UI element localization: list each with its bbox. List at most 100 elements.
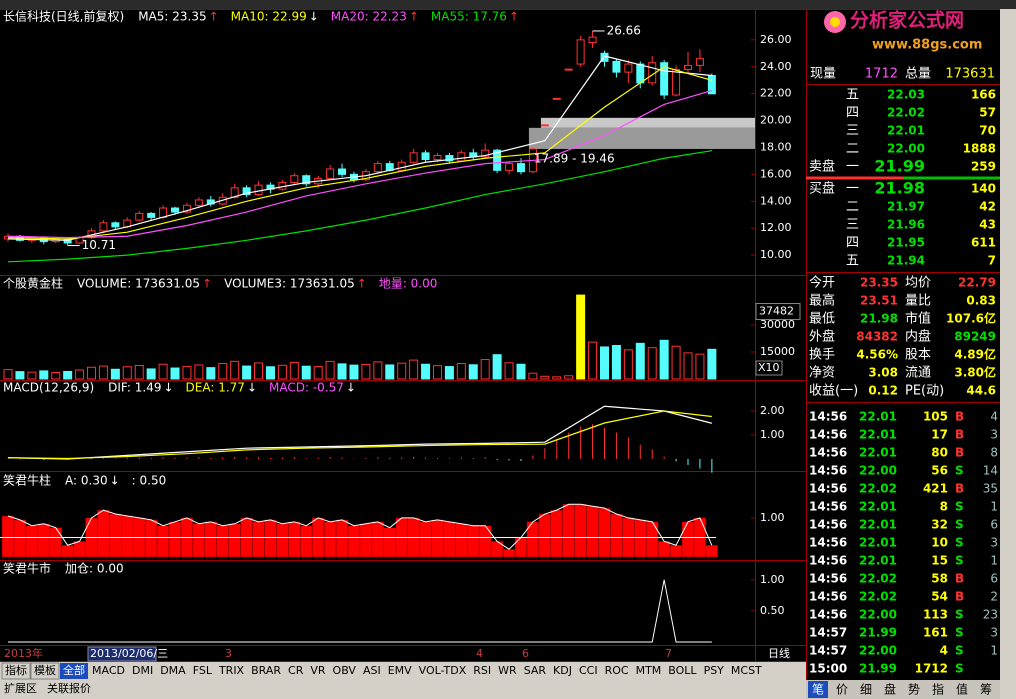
niuzhu-bar [204,521,217,558]
trade-count: 6 [990,572,998,586]
indicator-tab[interactable]: DMI [132,664,153,677]
stat-label: 内盘 [905,329,931,345]
candle-body [182,204,191,213]
niuzhu-bar [276,523,289,558]
y-tick-label: 16.00 [760,167,792,180]
stat-value: 44.6 [966,384,996,398]
indicator-tab[interactable]: VOL-TDX [419,664,467,677]
candle-body [624,63,633,73]
indicator-tab[interactable]: WR [498,664,517,677]
cursor-box [755,303,801,321]
trade-price: 22.02 [859,590,897,604]
trade-count: 23 [983,608,998,622]
right-tab[interactable]: 盘 [884,682,896,697]
trade-volume: 80 [931,446,948,460]
niuzhu-bar [73,541,86,558]
candle-body [672,68,681,96]
indicator-tab[interactable]: MCST [731,664,762,677]
indicator-tab-bg [307,663,329,679]
right-tab[interactable]: 价 [836,683,848,697]
volume-bar [3,369,13,380]
right-tab[interactable]: 值 [956,682,968,697]
indicator-tab[interactable]: MACD [92,664,125,677]
book-level: 二 [846,142,859,157]
right-tab[interactable]: 势 [908,683,920,697]
y-tick-label: 14.00 [760,194,792,207]
indicator-tab[interactable]: BRAR [251,664,281,677]
panel-header-item: MA55: 17.76 [431,10,507,24]
indicator-tab[interactable]: DMA [160,664,186,677]
panel-header-item: MA10: 22.99 [231,10,307,24]
candle-body [588,36,597,44]
niuzhu-bar [514,537,528,558]
stat-value: 21.98 [860,312,898,326]
indicator-tab-bg [632,663,665,679]
candle-body [421,152,430,161]
indicator-tab[interactable]: 指标 [5,663,27,677]
y-tick-label: 10.00 [760,248,792,261]
volume-unit: X10 [758,361,780,374]
indicator-tab-bg [470,663,495,679]
niuzhu-bar [538,513,552,558]
book-level: 三 [846,218,859,233]
trade-price: 22.02 [859,572,897,586]
trade-volume: 8 [940,500,948,514]
indicator-tab[interactable]: 模板 [34,663,56,677]
y-tick-label: 30000 [760,318,795,331]
indicator-tab[interactable]: 全部 [63,663,85,677]
indicator-tab[interactable]: ROC [605,664,629,677]
niuzhu-bar [156,525,170,558]
right-tab[interactable]: 细 [860,683,872,697]
niuzhu-bar [192,523,206,558]
candle-body [552,97,561,100]
niuzhu-bar [216,525,229,558]
y-tick-label: 0.50 [760,604,785,617]
volume-bar [325,360,335,380]
indicator-tab[interactable]: CR [288,664,304,677]
indicator-tab[interactable]: MTM [636,664,662,677]
scrollbar[interactable] [1000,9,1016,699]
volume-bar [468,364,478,380]
bottom-tab[interactable]: 扩展区 [4,681,37,695]
indicator-tab[interactable]: PSY [704,664,725,677]
indicator-tab[interactable]: ASI [363,664,381,677]
book-price: 21.98 [874,179,925,198]
trade-count: 3 [990,536,998,550]
indicator-tab[interactable]: VR [310,664,326,677]
indicator-tab[interactable]: KDJ [553,664,572,677]
niuzhu-bar [443,521,456,558]
candle-body [290,175,299,183]
cursor-value: 37482 [759,305,794,318]
header-arrow: ↑ [409,10,419,24]
indicator-tab[interactable]: OBV [333,664,357,677]
indicator-tab[interactable]: FSL [193,664,213,677]
niuzhu-bar [13,519,27,558]
volume-bar [254,362,264,380]
indicator-tab-bg [189,663,215,679]
indicator-tab[interactable]: BOLL [668,664,697,677]
book-level: 五 [846,254,859,269]
panel-header-item: MACD: -0.57 [269,381,344,395]
right-tab[interactable]: 筹 [980,683,992,697]
panel-header-item: VOLUME: 173631.05 [77,277,200,291]
right-tab[interactable]: 笔 [812,682,824,697]
stat-value: 0.83 [966,294,996,308]
indicator-tab[interactable]: RSI [473,664,491,677]
header-arrow: ↓ [110,474,120,488]
header-arrow: ↑ [357,277,367,291]
panel-header-item: 地量: 0.00 [379,277,438,291]
volume-bar [51,372,61,380]
panel-header-item: : 0.50 [132,474,167,488]
right-tab[interactable]: 指 [932,682,944,697]
indicator-tab[interactable]: CCI [579,664,598,677]
indicator-tab[interactable]: TRIX [218,664,245,677]
trade-volume: 161 [923,626,948,640]
indicator-tab[interactable]: EMV [388,664,412,677]
book-price: 21.99 [874,157,925,176]
indicator-tab[interactable]: SAR [524,664,547,677]
trade-price: 22.00 [859,644,897,658]
panel-header-item: A: 0.30 [65,474,108,488]
bottom-tab[interactable]: 关联报价 [47,681,91,695]
book-price: 22.01 [887,124,925,138]
